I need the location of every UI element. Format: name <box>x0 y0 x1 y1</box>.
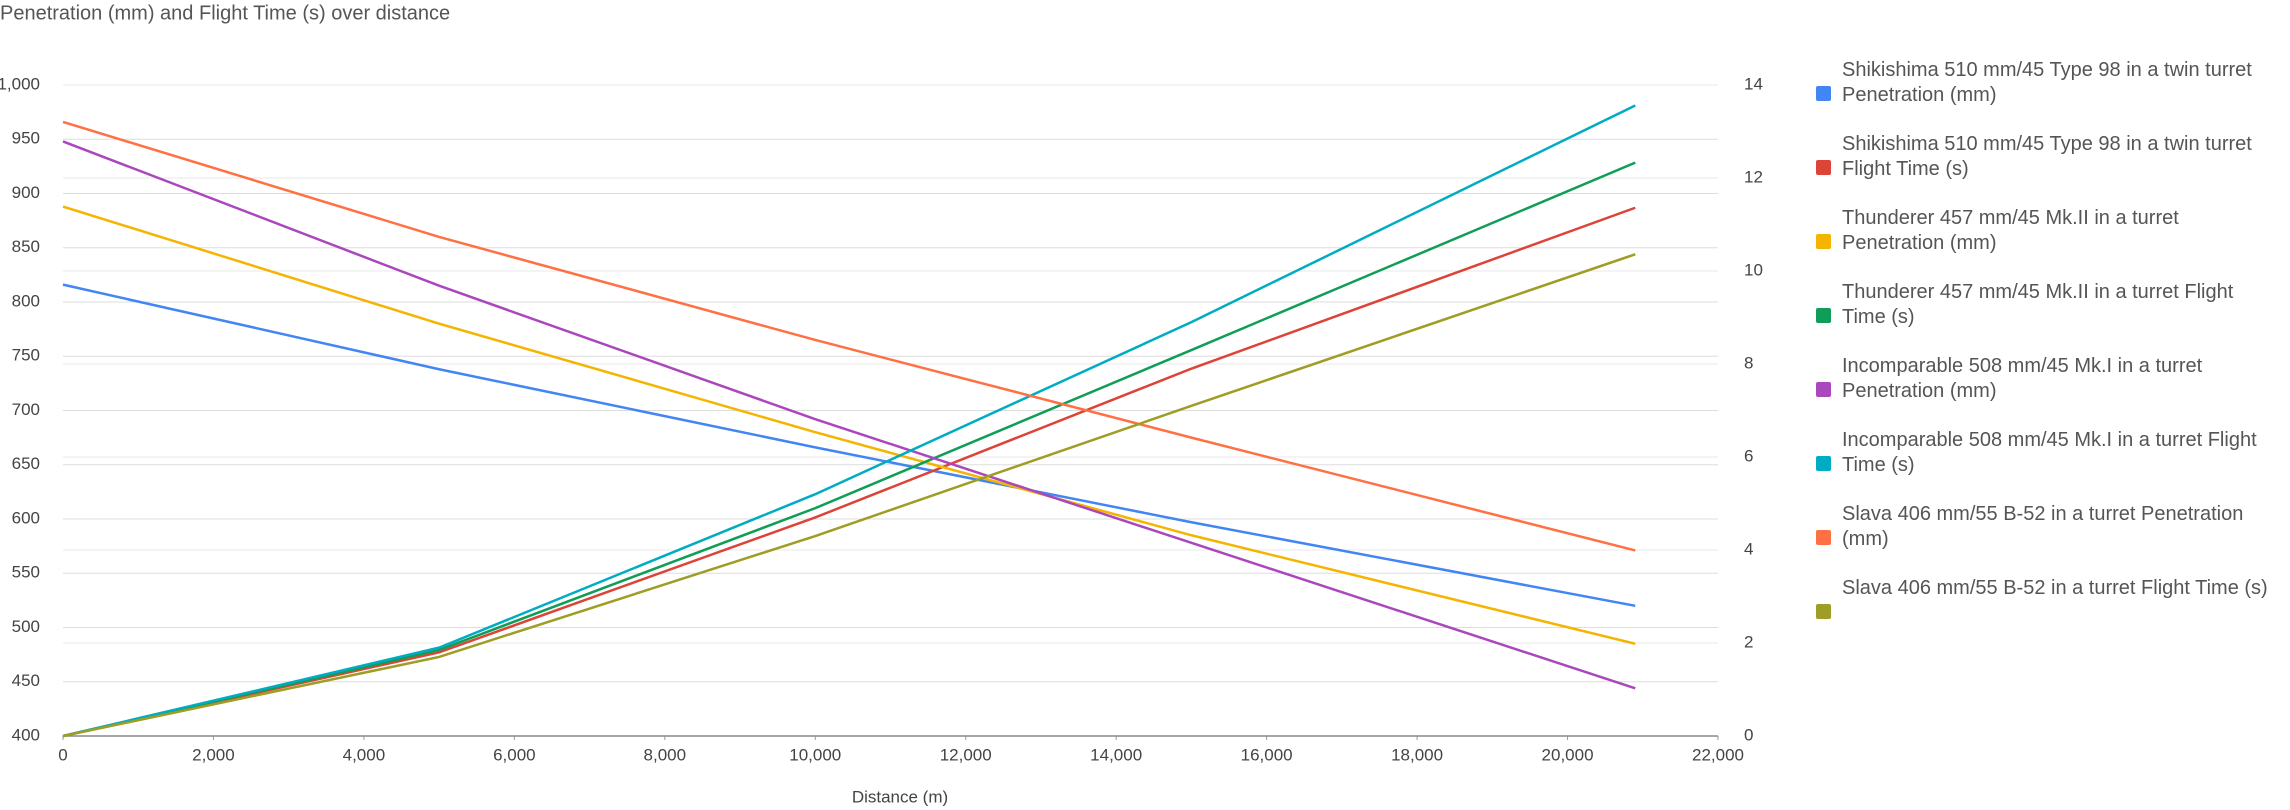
x-tick-label: 8,000 <box>644 745 687 764</box>
legend-label: Incomparable 508 mm/45 Mk.I in a turret … <box>1842 429 2257 476</box>
y-tick-label: 1,000 <box>0 74 40 93</box>
y2-tick-label: 6 <box>1744 446 1753 465</box>
y2-tick-label: 10 <box>1744 260 1763 279</box>
x-tick-label: 10,000 <box>789 745 841 764</box>
x-tick-label: 2,000 <box>192 745 235 764</box>
x-axis-label: Distance (m) <box>852 787 948 806</box>
legend-item: Incomparable 508 mm/45 Mk.I in a turret … <box>1812 428 2290 502</box>
y-tick-label: 700 <box>12 400 40 419</box>
y-tick-label: 650 <box>12 454 40 473</box>
legend-item: Slava 406 mm/55 B-52 in a turret Penetra… <box>1812 502 2290 576</box>
legend-item: Shikishima 510 mm/45 Type 98 in a twin t… <box>1812 132 2290 206</box>
series-line <box>62 161 1636 738</box>
y2-tick-label: 14 <box>1744 74 1763 93</box>
x-tick-label: 22,000 <box>1692 745 1744 764</box>
legend-label: Shikishima 510 mm/45 Type 98 in a twin t… <box>1842 59 2252 106</box>
x-tick-label: 16,000 <box>1241 745 1293 764</box>
series-line <box>62 253 1636 738</box>
legend-swatch <box>1816 530 1831 545</box>
legend-label: Incomparable 508 mm/45 Mk.I in a turret … <box>1842 355 2203 402</box>
legend-item: Slava 406 mm/55 B-52 in a turret Flight … <box>1812 576 2290 650</box>
legend-item: Thunderer 457 mm/45 Mk.II in a turret Pe… <box>1812 206 2290 280</box>
series-line <box>62 120 1636 552</box>
legend-label: Thunderer 457 mm/45 Mk.II in a turret Fl… <box>1842 281 2234 328</box>
x-tick-label: 18,000 <box>1391 745 1443 764</box>
y2-tick-label: 8 <box>1744 353 1753 372</box>
legend-label: Slava 406 mm/55 B-52 in a turret Penetra… <box>1842 503 2244 550</box>
y-tick-label: 500 <box>12 617 40 636</box>
series-line <box>62 206 1636 738</box>
x-tick-label: 14,000 <box>1090 745 1142 764</box>
legend-label: Shikishima 510 mm/45 Type 98 in a twin t… <box>1842 133 2252 180</box>
x-tick-label: 0 <box>58 745 67 764</box>
y-tick-label: 900 <box>12 183 40 202</box>
chart-title: Penetration (mm) and Flight Time (s) ove… <box>0 2 450 24</box>
x-tick-label: 12,000 <box>940 745 992 764</box>
legend-swatch <box>1816 456 1831 471</box>
y-tick-label: 850 <box>12 237 40 256</box>
legend-swatch <box>1816 160 1831 175</box>
x-tick-label: 20,000 <box>1542 745 1594 764</box>
y2-tick-label: 12 <box>1744 167 1763 186</box>
y-tick-label: 950 <box>12 129 40 148</box>
y-tick-label: 750 <box>12 346 40 365</box>
y2-tick-label: 2 <box>1744 632 1753 651</box>
y-tick-label: 600 <box>12 508 40 527</box>
y-tick-label: 800 <box>12 291 40 310</box>
legend-label: Slava 406 mm/55 B-52 in a turret Flight … <box>1842 577 2268 599</box>
series-line <box>62 140 1636 690</box>
series-line <box>62 283 1636 608</box>
legend-swatch <box>1816 604 1831 619</box>
legend-item: Shikishima 510 mm/45 Type 98 in a twin t… <box>1812 58 2290 132</box>
legend-swatch <box>1816 234 1831 249</box>
legend-label: Thunderer 457 mm/45 Mk.II in a turret Pe… <box>1842 207 2179 254</box>
x-tick-label: 6,000 <box>493 745 536 764</box>
y-tick-label: 550 <box>12 563 40 582</box>
y2-tick-label: 4 <box>1744 539 1753 558</box>
series-line <box>62 104 1636 738</box>
legend-swatch <box>1816 86 1831 101</box>
legend: Shikishima 510 mm/45 Type 98 in a twin t… <box>1812 58 2290 650</box>
y2-tick-label: 0 <box>1744 725 1753 744</box>
y-tick-label: 450 <box>12 671 40 690</box>
y-tick-label: 400 <box>12 725 40 744</box>
legend-swatch <box>1816 382 1831 397</box>
x-tick-label: 4,000 <box>343 745 386 764</box>
legend-swatch <box>1816 308 1831 323</box>
series-line <box>62 205 1636 645</box>
legend-item: Incomparable 508 mm/45 Mk.I in a turret … <box>1812 354 2290 428</box>
legend-item: Thunderer 457 mm/45 Mk.II in a turret Fl… <box>1812 280 2290 354</box>
